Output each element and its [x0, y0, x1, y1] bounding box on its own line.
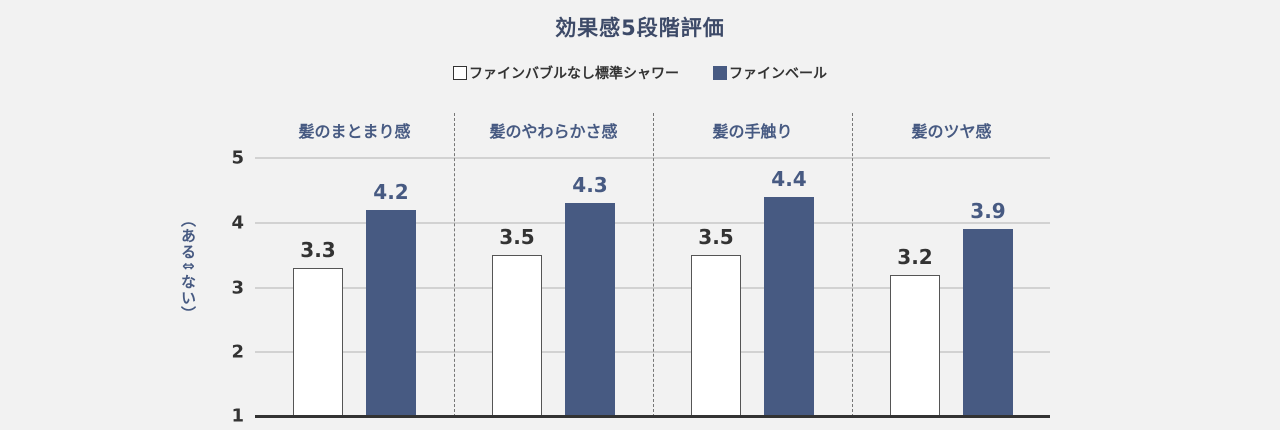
legend-label: ファインバブルなし標準シャワー	[469, 66, 679, 82]
bar-fineveil	[565, 203, 615, 417]
bar-fineveil	[366, 209, 416, 417]
bar-standard-shower	[492, 255, 542, 417]
gridline-5	[255, 157, 1050, 159]
y-tick-4: 4	[231, 212, 244, 234]
bar-value-label: 3.5	[698, 225, 734, 250]
gridline-2	[255, 351, 1050, 353]
gridline-3	[255, 287, 1050, 289]
y-tick-5: 5	[231, 147, 244, 169]
chart-title: 効果感5段階評価	[555, 16, 725, 40]
x-axis-baseline	[255, 415, 1050, 418]
category-label: 髪のツヤ感	[911, 122, 992, 141]
category-label: 髪のやわらかさ感	[489, 122, 618, 141]
bar-standard-shower	[293, 268, 343, 417]
category-label: 髪の手触り	[712, 122, 793, 141]
bar-value-label: 3.3	[300, 238, 336, 263]
y-tick-1: 1	[231, 405, 244, 427]
bar-fineveil	[963, 229, 1013, 417]
y-tick-2: 2	[231, 341, 244, 363]
legend-item-standard-shower: ファインバブルなし標準シャワー	[453, 63, 679, 83]
legend-label: ファインベール	[729, 66, 827, 82]
y-axis-label: （ある⇕ない）	[179, 212, 197, 322]
category-divider	[653, 113, 654, 417]
legend: ファインバブルなし標準シャワー ファインベール	[0, 63, 1280, 83]
bar-value-label: 3.2	[897, 244, 933, 269]
legend-item-fineveil: ファインベール	[713, 63, 827, 83]
category-divider	[454, 113, 455, 417]
bar-standard-shower	[691, 255, 741, 417]
bar-value-label: 3.9	[970, 199, 1006, 224]
bar-value-label: 4.3	[572, 173, 608, 198]
y-tick-3: 3	[231, 277, 244, 299]
bar-value-label: 3.5	[499, 225, 535, 250]
category-divider	[852, 113, 853, 417]
bar-fineveil	[764, 196, 814, 417]
legend-swatch-open-icon	[453, 66, 467, 80]
legend-swatch-filled-icon	[713, 66, 727, 80]
bar-standard-shower	[890, 274, 940, 417]
bar-value-label: 4.4	[771, 166, 807, 191]
bar-value-label: 4.2	[373, 179, 409, 204]
gridline-4	[255, 222, 1050, 224]
category-label: 髪のまとまり感	[298, 122, 411, 141]
